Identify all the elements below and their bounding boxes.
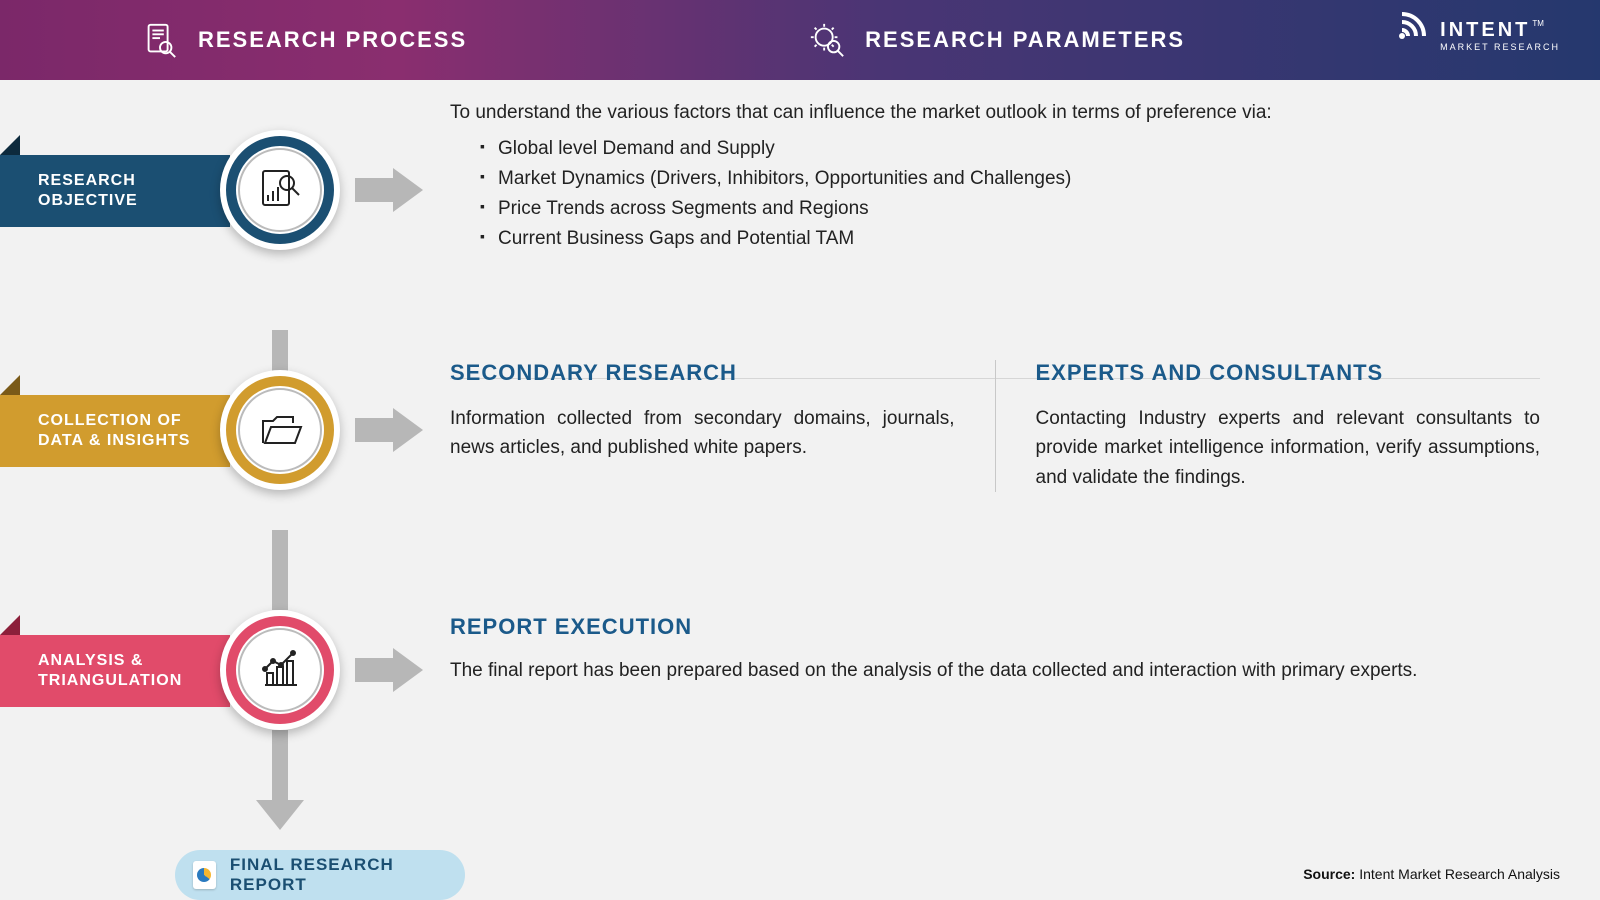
logo-rings-icon bbox=[1374, 8, 1430, 64]
final-report-pill: FINAL RESEARCH REPORT bbox=[175, 850, 465, 900]
step-1-circle bbox=[220, 130, 340, 250]
logo-main-text: INTENT bbox=[1440, 20, 1530, 40]
bullet-item: Market Dynamics (Drivers, Inhibitors, Op… bbox=[480, 168, 1540, 190]
source-line: Source: Intent Market Research Analysis bbox=[1303, 866, 1560, 882]
folder-open-icon bbox=[255, 405, 305, 455]
step-1-content: To understand the various factors that c… bbox=[450, 102, 1540, 258]
logo-tm: TM bbox=[1532, 20, 1544, 28]
step-2-col-2: EXPERTS AND CONSULTANTS Contacting Indus… bbox=[995, 360, 1541, 492]
header-left-title: RESEARCH PROCESS bbox=[198, 27, 467, 53]
step-1-tab bbox=[0, 135, 20, 155]
arrow-down bbox=[256, 800, 304, 830]
step-2-tab bbox=[0, 375, 20, 395]
header-bar: RESEARCH PROCESS RESEARCH PARAMETERS INT… bbox=[0, 0, 1600, 80]
step-1: RESEARCH OBJECTIVE To understand the var… bbox=[0, 110, 1600, 270]
bullet-item: Current Business Gaps and Potential TAM bbox=[480, 228, 1540, 250]
diagram-body: RESEARCH OBJECTIVE To understand the var… bbox=[0, 80, 1600, 900]
logo-sub-text: MARKET RESEARCH bbox=[1440, 43, 1560, 52]
bullet-item: Global level Demand and Supply bbox=[480, 138, 1540, 160]
step-3: ANALYSIS & TRIANGULATION REPORT EXECUTIO… bbox=[0, 590, 1600, 750]
source-label: Source: bbox=[1303, 866, 1355, 882]
col-heading: SECONDARY RESEARCH bbox=[450, 360, 955, 386]
step-2-label: COLLECTION OF DATA & INSIGHTS bbox=[0, 395, 230, 467]
document-magnify-icon bbox=[255, 165, 305, 215]
step-2-circle bbox=[220, 370, 340, 490]
gear-search-icon bbox=[807, 20, 847, 60]
final-pill-text: FINAL RESEARCH REPORT bbox=[230, 855, 465, 895]
step-2-col-1: SECONDARY RESEARCH Information collected… bbox=[450, 360, 995, 492]
brand-logo: INTENT TM MARKET RESEARCH bbox=[1374, 8, 1560, 64]
source-text: Intent Market Research Analysis bbox=[1355, 866, 1560, 882]
col-body: Contacting Industry experts and relevant… bbox=[1036, 404, 1541, 492]
step-3-circle bbox=[220, 610, 340, 730]
step-3-arrow bbox=[355, 648, 425, 692]
col-heading: EXPERTS AND CONSULTANTS bbox=[1036, 360, 1541, 386]
bar-chart-trend-icon bbox=[255, 645, 305, 695]
step-2-content: SECONDARY RESEARCH Information collected… bbox=[450, 360, 1540, 492]
header-right-title: RESEARCH PARAMETERS bbox=[865, 27, 1185, 53]
step-2-arrow bbox=[355, 408, 425, 452]
header-right: RESEARCH PARAMETERS bbox=[807, 20, 1185, 60]
col-body: Information collected from secondary dom… bbox=[450, 404, 955, 463]
step-1-arrow bbox=[355, 168, 425, 212]
step-3-content: REPORT EXECUTION The final report has be… bbox=[450, 614, 1540, 685]
step-3-body: The final report has been prepared based… bbox=[450, 656, 1540, 685]
header-left: RESEARCH PROCESS bbox=[140, 20, 467, 60]
document-search-icon bbox=[140, 20, 180, 60]
step-1-label: RESEARCH OBJECTIVE bbox=[0, 155, 230, 227]
bullet-item: Price Trends across Segments and Regions bbox=[480, 198, 1540, 220]
step-1-bullets: Global level Demand and Supply Market Dy… bbox=[450, 138, 1540, 250]
step-3-label: ANALYSIS & TRIANGULATION bbox=[0, 635, 230, 707]
step-3-heading: REPORT EXECUTION bbox=[450, 614, 1540, 640]
step-3-tab bbox=[0, 615, 20, 635]
report-doc-icon bbox=[193, 861, 216, 889]
step-1-intro: To understand the various factors that c… bbox=[450, 102, 1540, 124]
step-2: COLLECTION OF DATA & INSIGHTS SECONDARY … bbox=[0, 350, 1600, 510]
